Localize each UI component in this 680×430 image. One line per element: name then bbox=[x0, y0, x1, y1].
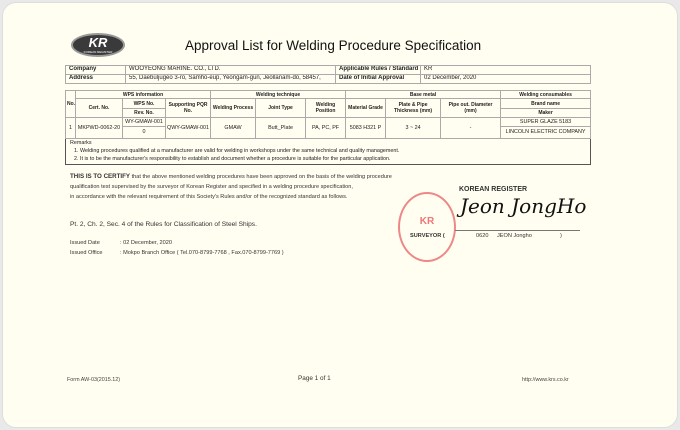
page-title: Approval List for Welding Procedure Spec… bbox=[185, 38, 482, 53]
kr-logo: KR KOREAN REGISTER bbox=[71, 33, 125, 57]
signature: Jeon JongHo bbox=[460, 194, 587, 218]
address: 55, Daebuljugeo 3-ro, Samho-eup, Yeongam… bbox=[125, 74, 336, 84]
surveyor-name: JEON Jongho bbox=[497, 233, 532, 239]
org-name: KOREAN REGISTER bbox=[459, 186, 528, 193]
website-link[interactable]: http://www.krs.co.kr bbox=[522, 377, 569, 383]
certify-statement: THIS IS TO CERTIFY that the above mentio… bbox=[70, 173, 392, 200]
wps-table: No. WPS information Welding technique Ba… bbox=[65, 90, 592, 165]
table-row: 1 MKPWD-0062-20 WY-GMAW-001 QWY-GMAW-001… bbox=[65, 117, 592, 139]
company-name: WOOYEONG MARINE. CO., LTD. bbox=[125, 65, 336, 75]
issued-office: : Mokpo Branch Office ( Tel.070-8799-776… bbox=[120, 250, 284, 256]
signature-line bbox=[455, 230, 580, 231]
rules-value: KR bbox=[420, 65, 591, 75]
rules-reference: Pt. 2, Ch. 2, Sec. 4 of the Rules for Cl… bbox=[70, 221, 257, 228]
issued-date: : 02 December, 2020 bbox=[120, 240, 172, 246]
consumables-header: Welding consumables bbox=[500, 90, 592, 99]
approval-date: 02 December, 2020 bbox=[420, 74, 591, 84]
company-info-table: Company WOOYEONG MARINE. CO., LTD. Applica… bbox=[65, 65, 591, 84]
page-indicator: Page 1 of 1 bbox=[298, 375, 331, 382]
form-number: Form AW-03(2015.12) bbox=[67, 377, 121, 383]
seal-stamp-icon: KR bbox=[398, 192, 456, 262]
